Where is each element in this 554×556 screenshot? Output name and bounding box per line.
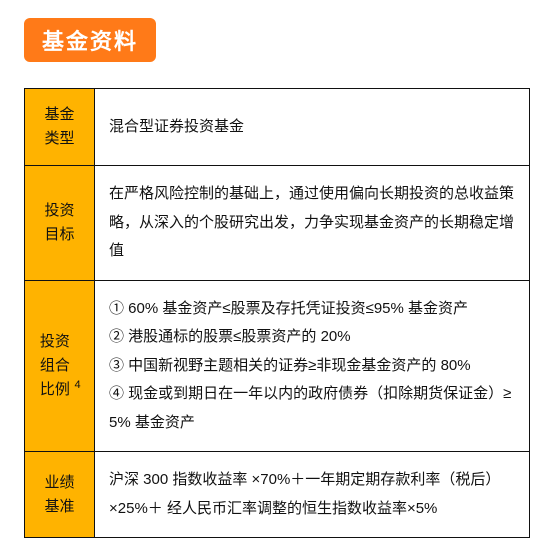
row-label: 投资组合比例 4 bbox=[25, 280, 95, 452]
row-label: 投资目标 bbox=[25, 166, 95, 281]
table-row: 投资目标在严格风险控制的基础上，通过使用偏向长期投资的总收益策略，从深入的个股研… bbox=[25, 166, 530, 281]
table-row: 基金类型混合型证券投资基金 bbox=[25, 89, 530, 166]
row-content: 在严格风险控制的基础上，通过使用偏向长期投资的总收益策略，从深入的个股研究出发，… bbox=[95, 166, 530, 281]
table-row: 投资组合比例 4① 60% 基金资产≤股票及存托凭证投资≤95% 基金资产② 港… bbox=[25, 280, 530, 452]
section-badge: 基金资料 bbox=[24, 18, 156, 62]
fund-table-body: 基金类型混合型证券投资基金投资目标在严格风险控制的基础上，通过使用偏向长期投资的… bbox=[25, 89, 530, 538]
table-row: 业绩基准沪深 300 指数收益率 ×70%＋一年期定期存款利率（税后）×25%＋… bbox=[25, 452, 530, 538]
row-content: 沪深 300 指数收益率 ×70%＋一年期定期存款利率（税后）×25%＋ 经人民… bbox=[95, 452, 530, 538]
row-label: 基金类型 bbox=[25, 89, 95, 166]
row-label: 业绩基准 bbox=[25, 452, 95, 538]
fund-info-table: 基金类型混合型证券投资基金投资目标在严格风险控制的基础上，通过使用偏向长期投资的… bbox=[24, 88, 530, 538]
row-label-sup: 4 bbox=[71, 379, 80, 391]
row-content: ① 60% 基金资产≤股票及存托凭证投资≤95% 基金资产② 港股通标的股票≤股… bbox=[95, 280, 530, 452]
row-content: 混合型证券投资基金 bbox=[95, 89, 530, 166]
